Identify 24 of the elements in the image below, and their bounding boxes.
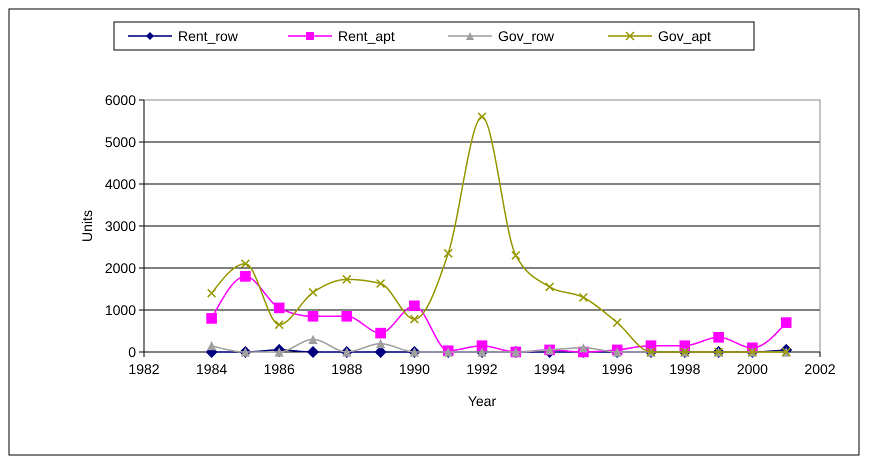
x-tick-label: 1988 — [331, 361, 363, 377]
y-tick-label: 6000 — [104, 92, 136, 108]
x-tick-label: 2002 — [804, 361, 836, 377]
y-tick-label: 3000 — [104, 218, 136, 234]
x-tick-label: 1982 — [128, 361, 160, 377]
x-tick-label: 1996 — [602, 361, 633, 377]
x-axis-title: Year — [468, 393, 496, 409]
y-tick-label: 1000 — [104, 302, 136, 318]
y-tick-label: 0 — [128, 344, 136, 360]
x-tick-label: 1994 — [534, 361, 566, 377]
x-tick-label: 1990 — [398, 361, 430, 377]
y-axis-title: Units — [79, 210, 95, 242]
x-tick-label: 1992 — [466, 361, 498, 377]
y-tick-label: 5000 — [104, 134, 136, 150]
legend-label: Rent_apt — [338, 28, 395, 44]
legend-label: Gov_apt — [658, 28, 712, 44]
x-tick-label: 2000 — [736, 361, 768, 377]
x-tick-label: 1998 — [669, 361, 701, 377]
legend-label: Rent_row — [178, 28, 239, 44]
x-tick-label: 1984 — [196, 361, 228, 377]
x-tick-label: 1986 — [264, 361, 295, 377]
legend-label: Gov_row — [498, 28, 555, 44]
y-tick-label: 2000 — [104, 260, 136, 276]
y-tick-label: 4000 — [104, 176, 136, 192]
